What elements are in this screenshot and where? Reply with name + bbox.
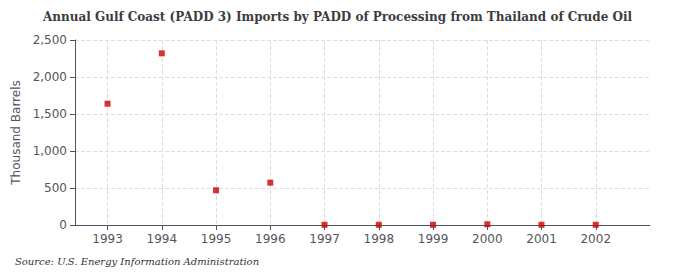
svg-text:1995: 1995 <box>201 232 232 246</box>
svg-text:Thousand Barrels: Thousand Barrels <box>9 80 23 185</box>
svg-text:1997: 1997 <box>309 232 340 246</box>
svg-text:1,000: 1,000 <box>33 144 67 158</box>
svg-text:2,000: 2,000 <box>33 70 67 84</box>
svg-text:2000: 2000 <box>472 232 503 246</box>
svg-text:1993: 1993 <box>92 232 123 246</box>
svg-text:2,500: 2,500 <box>33 33 67 47</box>
svg-text:2001: 2001 <box>526 232 557 246</box>
svg-text:1996: 1996 <box>255 232 286 246</box>
svg-text:2002: 2002 <box>580 232 611 246</box>
svg-text:1999: 1999 <box>418 232 449 246</box>
svg-text:0: 0 <box>59 218 67 232</box>
svg-text:Annual Gulf Coast (PADD 3) Imp: Annual Gulf Coast (PADD 3) Imports by PA… <box>42 10 633 24</box>
svg-text:1,500: 1,500 <box>33 107 67 121</box>
svg-text:1998: 1998 <box>364 232 395 246</box>
svg-text:Source: U.S. Energy Informatio: Source: U.S. Energy Information Administ… <box>15 256 259 267</box>
svg-text:1994: 1994 <box>147 232 178 246</box>
svg-text:500: 500 <box>44 181 67 195</box>
